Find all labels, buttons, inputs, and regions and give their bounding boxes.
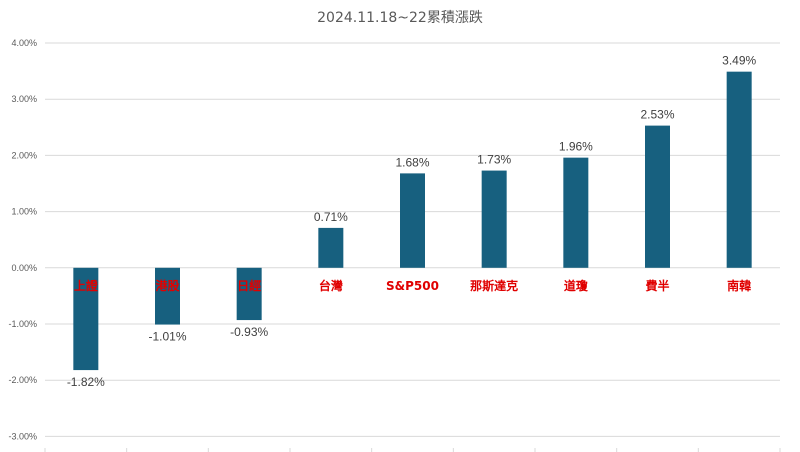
category-label: 費半 xyxy=(645,278,669,293)
category-label: 上證 xyxy=(74,278,99,293)
category-label: 道瓊 xyxy=(564,278,589,293)
y-tick-label: -1.00% xyxy=(8,319,37,329)
y-tick-label: -2.00% xyxy=(8,375,37,385)
category-label: S&P500 xyxy=(386,279,439,293)
bar-7 xyxy=(563,157,589,268)
category-label: 南韓 xyxy=(727,278,751,293)
category-labels: 上證 港股 日經 台灣 S&P500 那斯達克 道瓊 費半 南韓 xyxy=(74,278,751,293)
data-label: 2.53% xyxy=(640,108,674,122)
bar-4 xyxy=(318,227,344,268)
bar-3 xyxy=(236,267,262,321)
y-axis-ticks: 4.00% 3.00% 2.00% 1.00% 0.00% -1.00% -2.00% -3.… xyxy=(8,38,37,441)
bar-9 xyxy=(726,71,752,268)
data-label: 0.71% xyxy=(314,210,348,224)
bar-2 xyxy=(155,267,180,325)
data-label: -0.93% xyxy=(230,325,268,339)
bar-1 xyxy=(73,267,99,371)
data-label: 3.49% xyxy=(722,54,756,68)
y-tick-label: 0.00% xyxy=(11,263,37,273)
category-label: 台灣 xyxy=(319,278,343,293)
data-label: 1.73% xyxy=(477,153,511,167)
y-tick-label: -3.00% xyxy=(8,431,37,441)
data-label: 1.96% xyxy=(559,140,593,154)
y-tick-label: 1.00% xyxy=(11,207,37,217)
bar-5 xyxy=(400,173,425,268)
data-label: -1.82% xyxy=(67,375,105,389)
bar-8 xyxy=(645,125,670,268)
y-tick-label: 2.00% xyxy=(11,150,37,160)
category-label: 港股 xyxy=(155,278,180,293)
data-labels: -1.82% -1.01% -0.93% 0.71% 1.68% 1.73% 1.96% 2.… xyxy=(67,54,757,389)
y-tick-label: 4.00% xyxy=(11,38,37,48)
chart-title: 2024.11.18~22累積漲跌 xyxy=(317,10,483,26)
bars xyxy=(73,71,752,371)
category-label: 那斯達克 xyxy=(470,278,518,293)
category-label: 日經 xyxy=(237,278,261,293)
data-label: -1.01% xyxy=(148,330,186,344)
data-label: 1.68% xyxy=(395,155,429,169)
bar-6 xyxy=(481,170,507,268)
y-tick-label: 3.00% xyxy=(11,94,37,104)
